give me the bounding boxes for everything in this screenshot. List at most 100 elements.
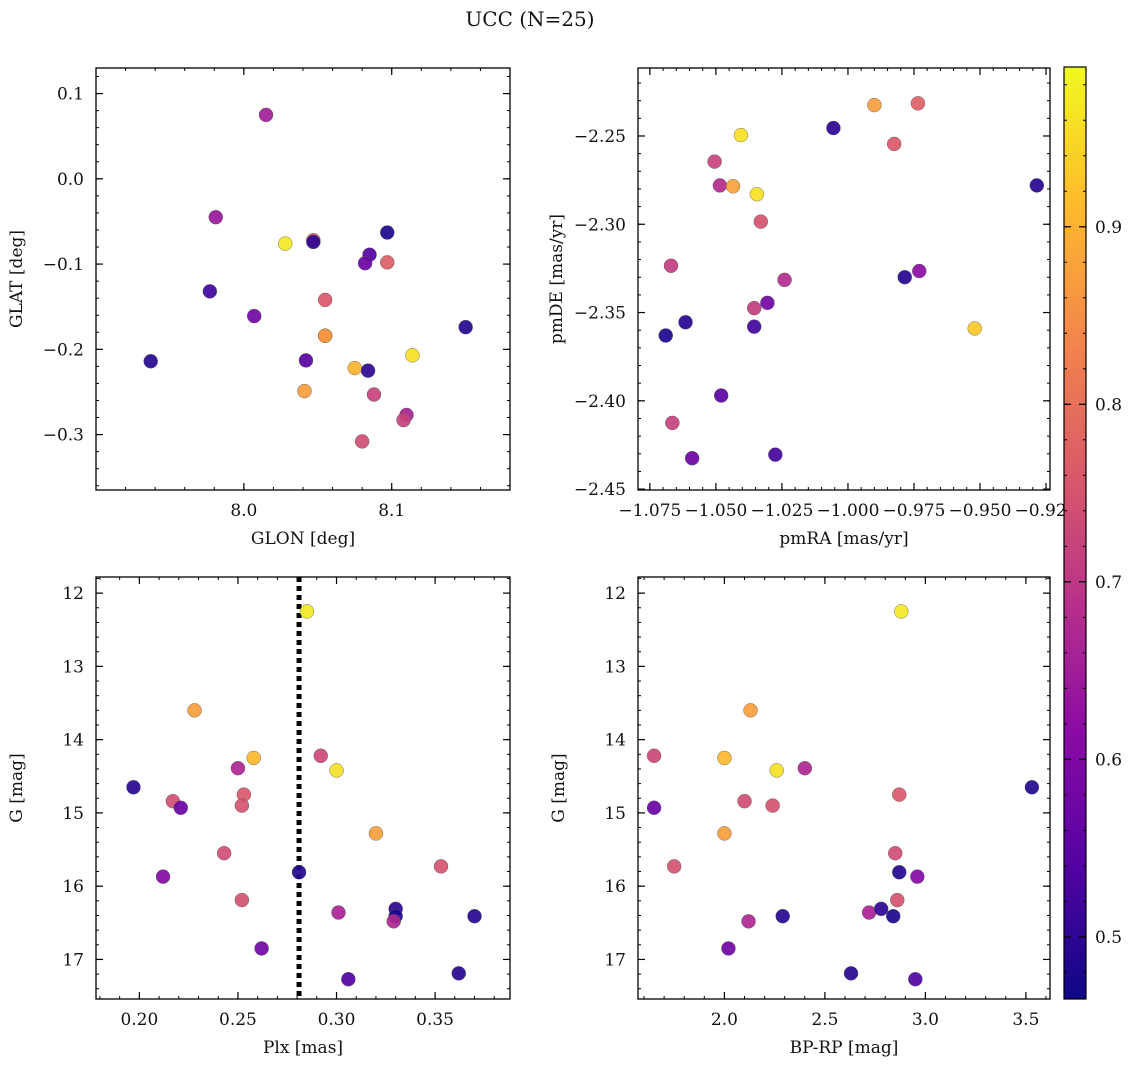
x-tick-label: −1.050: [684, 501, 747, 521]
y-tick-label: 13: [604, 657, 626, 677]
scatter-point: [433, 859, 449, 874]
scatter-point: [873, 901, 889, 917]
x-axis-label: BP-RP [mag]: [790, 1038, 899, 1058]
scatter-point: [360, 363, 376, 378]
scatter-point: [143, 354, 158, 369]
y-tick-label: −2.45: [574, 480, 626, 500]
x-tick-label: 0.35: [416, 1010, 454, 1030]
scatter-point: [912, 263, 927, 279]
x-tick-label: 0.30: [318, 1010, 356, 1030]
colorbar-tick-label: 0.9: [1095, 218, 1122, 238]
colorbar-gradient: [1063, 66, 1087, 1000]
x-tick-label: 3.5: [1012, 1010, 1039, 1030]
axes-frame: [637, 67, 1051, 491]
scatter-point: [775, 909, 790, 924]
x-tick-label: −1.025: [750, 501, 813, 521]
scatter-point: [278, 236, 293, 251]
scatter-point: [317, 292, 333, 308]
y-tick-label: −2.25: [574, 127, 626, 147]
scatter-point: [666, 859, 682, 874]
scatter-point: [173, 800, 188, 815]
y-tick-label: 0.0: [57, 170, 84, 190]
x-axis-label: Plx [mas]: [263, 1038, 343, 1058]
axes-frame: [95, 576, 511, 1000]
y-tick-label: 0.1: [57, 85, 84, 105]
scatter-panel-4: 2.0 2.5 3.0 3.5 12 13 14 15 16 17 BP-RP [mag] G [ma…: [549, 576, 1051, 1058]
scatter-point: [317, 328, 333, 343]
y-axis-label: pmDE [mas/yr]: [547, 214, 567, 344]
scatter-point: [380, 255, 395, 270]
scatter-point: [299, 604, 315, 619]
scatter-point: [769, 763, 784, 778]
y-tick-label: 14: [604, 731, 626, 751]
y-tick-label: 14: [62, 731, 84, 751]
scatter-point: [357, 256, 373, 271]
y-tick-label: 12: [62, 584, 84, 604]
colorbar-tick-label: 0.8: [1095, 395, 1122, 415]
scatter-point: [313, 748, 328, 763]
y-tick-label: −0.3: [43, 426, 84, 446]
x-tick-label: 8.1: [378, 501, 405, 521]
scatter-point: [366, 387, 382, 402]
scatter-point: [380, 225, 395, 240]
x-tick-label: 0.25: [219, 1010, 257, 1030]
y-tick-label: 12: [604, 584, 626, 604]
scatter-point: [721, 941, 736, 956]
scatter-point: [713, 388, 729, 403]
y-tick-label: 17: [604, 950, 626, 970]
scatter-point: [733, 127, 749, 143]
y-tick-label: −2.40: [574, 392, 626, 412]
scatter-point: [765, 798, 780, 813]
x-tick-label: −1.000: [817, 501, 880, 521]
y-tick-label: 15: [62, 804, 84, 824]
y-tick-label: −2.35: [574, 304, 626, 324]
scatter-point: [405, 348, 420, 363]
scatter-point: [354, 434, 370, 449]
scatter-point: [1024, 780, 1040, 795]
scatter-point: [341, 972, 356, 987]
x-tick-label: −0.950: [949, 501, 1012, 521]
scatter-point: [908, 972, 923, 987]
scatter-point: [663, 258, 679, 273]
y-tick-label: 13: [62, 657, 84, 677]
y-tick-label: −2.30: [574, 215, 626, 235]
scatter-point: [797, 761, 813, 776]
scatter-point: [897, 270, 912, 285]
scatter-point: [187, 703, 202, 718]
scatter-point: [890, 892, 905, 908]
scatter-point: [230, 761, 246, 776]
scatter-point: [467, 909, 482, 924]
x-axis-label: pmRA [mas/yr]: [779, 529, 908, 549]
x-tick-label: −1.075: [618, 501, 681, 521]
scatter-point: [747, 300, 762, 316]
scatter-point: [753, 214, 769, 229]
scatter-point: [967, 321, 982, 336]
scatter-point: [749, 187, 765, 202]
scatter-point: [291, 865, 307, 880]
y-tick-label: 15: [604, 804, 626, 824]
scatter-point: [760, 295, 775, 311]
axes-frame: [637, 576, 1051, 1000]
scatter-point: [646, 748, 662, 763]
scatter-point: [208, 209, 223, 225]
scatter-point: [234, 892, 250, 908]
scatter-point: [910, 96, 926, 111]
y-axis-label: G [mag]: [7, 753, 27, 822]
scatter-panel-2: −1.075 −1.050 −1.025 −1.000 −0.975 −0.950 −0.9…: [547, 67, 1077, 549]
scatter-point: [717, 826, 732, 841]
scatter-point: [843, 966, 859, 981]
colorbar-tick-label: 0.6: [1095, 750, 1122, 770]
scatter-point: [258, 107, 274, 123]
colorbar-tick-label: 0.5: [1095, 928, 1122, 948]
scatter-point: [216, 846, 232, 861]
scatter-point: [1029, 178, 1044, 193]
scatter-panel-3: 0.20 0.25 0.30 0.35 12 13 14 15 16 17 Plx [mas] G […: [7, 576, 511, 1058]
scatter-point: [297, 383, 312, 399]
scatter-point: [331, 905, 346, 920]
scatter-point: [368, 826, 384, 841]
scatter-point: [777, 272, 792, 288]
scatter-point: [665, 415, 680, 431]
scatter-point: [658, 328, 673, 343]
scatter-point: [678, 315, 693, 330]
scatter-point: [861, 905, 877, 920]
